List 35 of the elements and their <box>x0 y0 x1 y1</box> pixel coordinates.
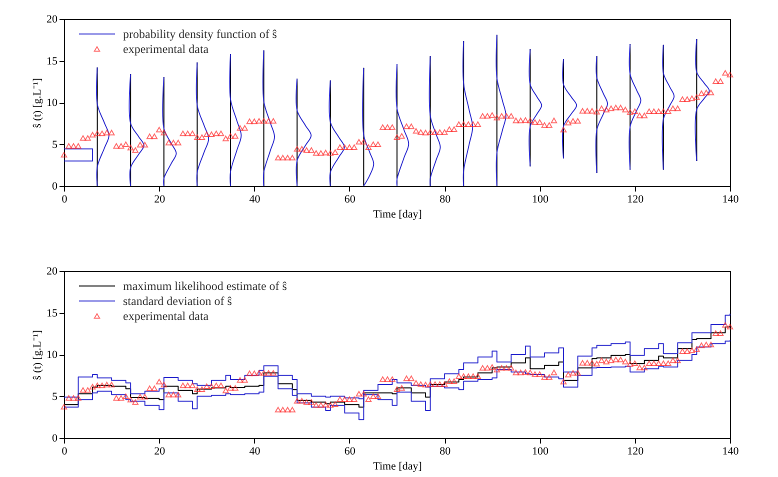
x-tick-label: 120 <box>627 194 644 206</box>
x-axis-title: Time [day] <box>373 460 422 472</box>
y-axis-title: ŝ (t) [g.L⁻¹] <box>32 78 44 128</box>
legend-label: experimental data <box>123 309 210 323</box>
y-tick-label: 0 <box>52 180 58 192</box>
legend-label: maximum likelihood estimate of ŝ <box>123 279 288 293</box>
x-tick-label: 20 <box>154 194 166 206</box>
y-tick-label: 5 <box>52 138 58 151</box>
y-tick-label: 0 <box>52 432 58 444</box>
x-tick-label: 60 <box>344 194 356 206</box>
x-tick-label: 120 <box>627 446 644 458</box>
y-tick-label: 5 <box>52 390 58 403</box>
x-tick-label: 80 <box>440 446 452 458</box>
y-tick-label: 10 <box>46 349 58 361</box>
x-tick-label: 100 <box>532 194 549 206</box>
legend-label: probability density function of ŝ <box>123 27 278 41</box>
y-tick-label: 20 <box>46 14 58 26</box>
x-tick-label: 0 <box>62 446 68 458</box>
x-tick-label: 100 <box>532 446 549 458</box>
x-tick-label: 140 <box>722 446 740 458</box>
x-tick-label: 20 <box>154 446 166 458</box>
legend-label: standard deviation of ŝ <box>123 294 232 308</box>
x-tick-label: 80 <box>440 194 452 206</box>
x-tick-label: 40 <box>249 194 261 206</box>
y-axis-title: ŝ (t) [g.L⁻¹] <box>32 330 44 380</box>
x-tick-label: 40 <box>249 446 261 458</box>
x-tick-label: 0 <box>62 194 68 206</box>
y-tick-label: 10 <box>46 97 58 109</box>
y-tick-label: 15 <box>46 55 58 68</box>
y-tick-label: 20 <box>46 266 58 278</box>
y-tick-label: 15 <box>46 307 58 320</box>
x-tick-label: 60 <box>344 446 356 458</box>
legend-label: experimental data <box>123 42 210 56</box>
x-axis-title: Time [day] <box>373 208 422 220</box>
x-tick-label: 140 <box>722 194 740 206</box>
